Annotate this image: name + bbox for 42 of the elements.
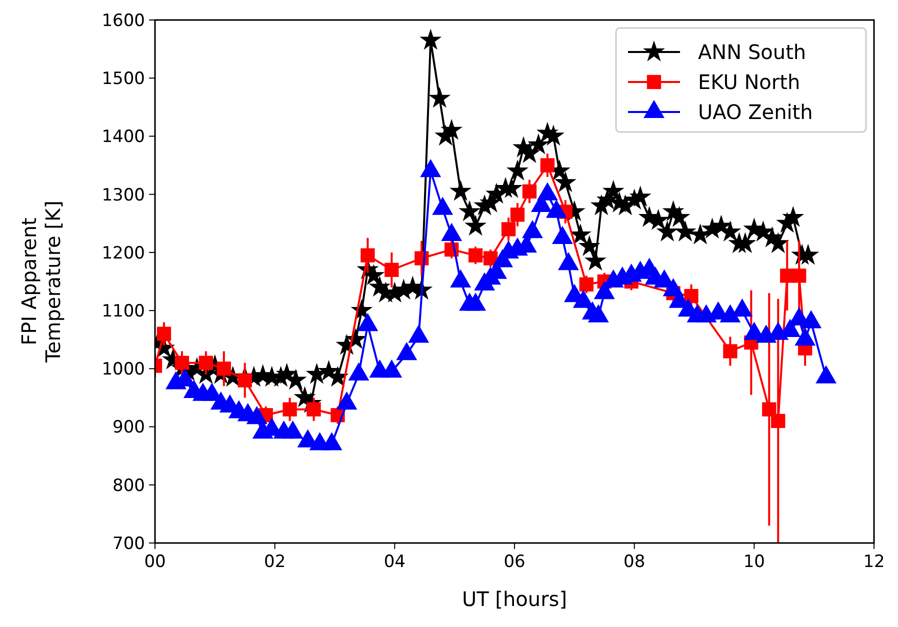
point — [522, 184, 537, 198]
y-tick-label: 1200 — [102, 243, 145, 264]
point — [156, 326, 172, 341]
point — [723, 344, 738, 358]
point — [216, 362, 231, 376]
x-tick-label: 12 — [863, 552, 885, 572]
point — [174, 356, 190, 370]
x-tick-label: 06 — [504, 552, 526, 572]
point — [762, 402, 776, 416]
point — [282, 402, 297, 416]
x-tick-label: 08 — [624, 552, 646, 572]
y-tick-label: 700 — [112, 534, 145, 554]
y-tick-label: 1500 — [102, 69, 145, 90]
point — [579, 277, 594, 292]
x-tick-label: 00 — [144, 552, 166, 572]
y-tick-label: 1100 — [102, 302, 145, 322]
x-tick-label: 10 — [743, 552, 765, 572]
point — [238, 373, 252, 388]
x-tick-label: 04 — [384, 552, 406, 572]
legend-label: UAO Zenith — [698, 100, 813, 124]
y-tick-label: 1300 — [102, 185, 145, 206]
y-tick-label: 1400 — [102, 127, 145, 148]
point — [468, 248, 483, 262]
point — [510, 208, 525, 222]
x-tick-label: 02 — [264, 552, 286, 572]
legend-label: EKU North — [698, 70, 800, 94]
point — [360, 248, 375, 262]
y-tick-label: 900 — [112, 418, 145, 438]
point — [771, 414, 786, 428]
x-axis-title: UT [hours] — [462, 587, 568, 611]
y-tick-label: 1000 — [102, 360, 145, 380]
point — [792, 268, 806, 283]
point — [501, 222, 516, 236]
point — [540, 158, 555, 172]
point — [384, 262, 399, 277]
point — [684, 288, 698, 304]
point — [198, 356, 213, 370]
legend-label: ANN South — [698, 40, 806, 64]
y-axis-title: FPI Apparent Temperature [K] — [17, 200, 65, 364]
y-tick-label: 1600 — [102, 10, 145, 31]
y-tick-label: 800 — [112, 476, 145, 496]
point — [483, 251, 498, 266]
